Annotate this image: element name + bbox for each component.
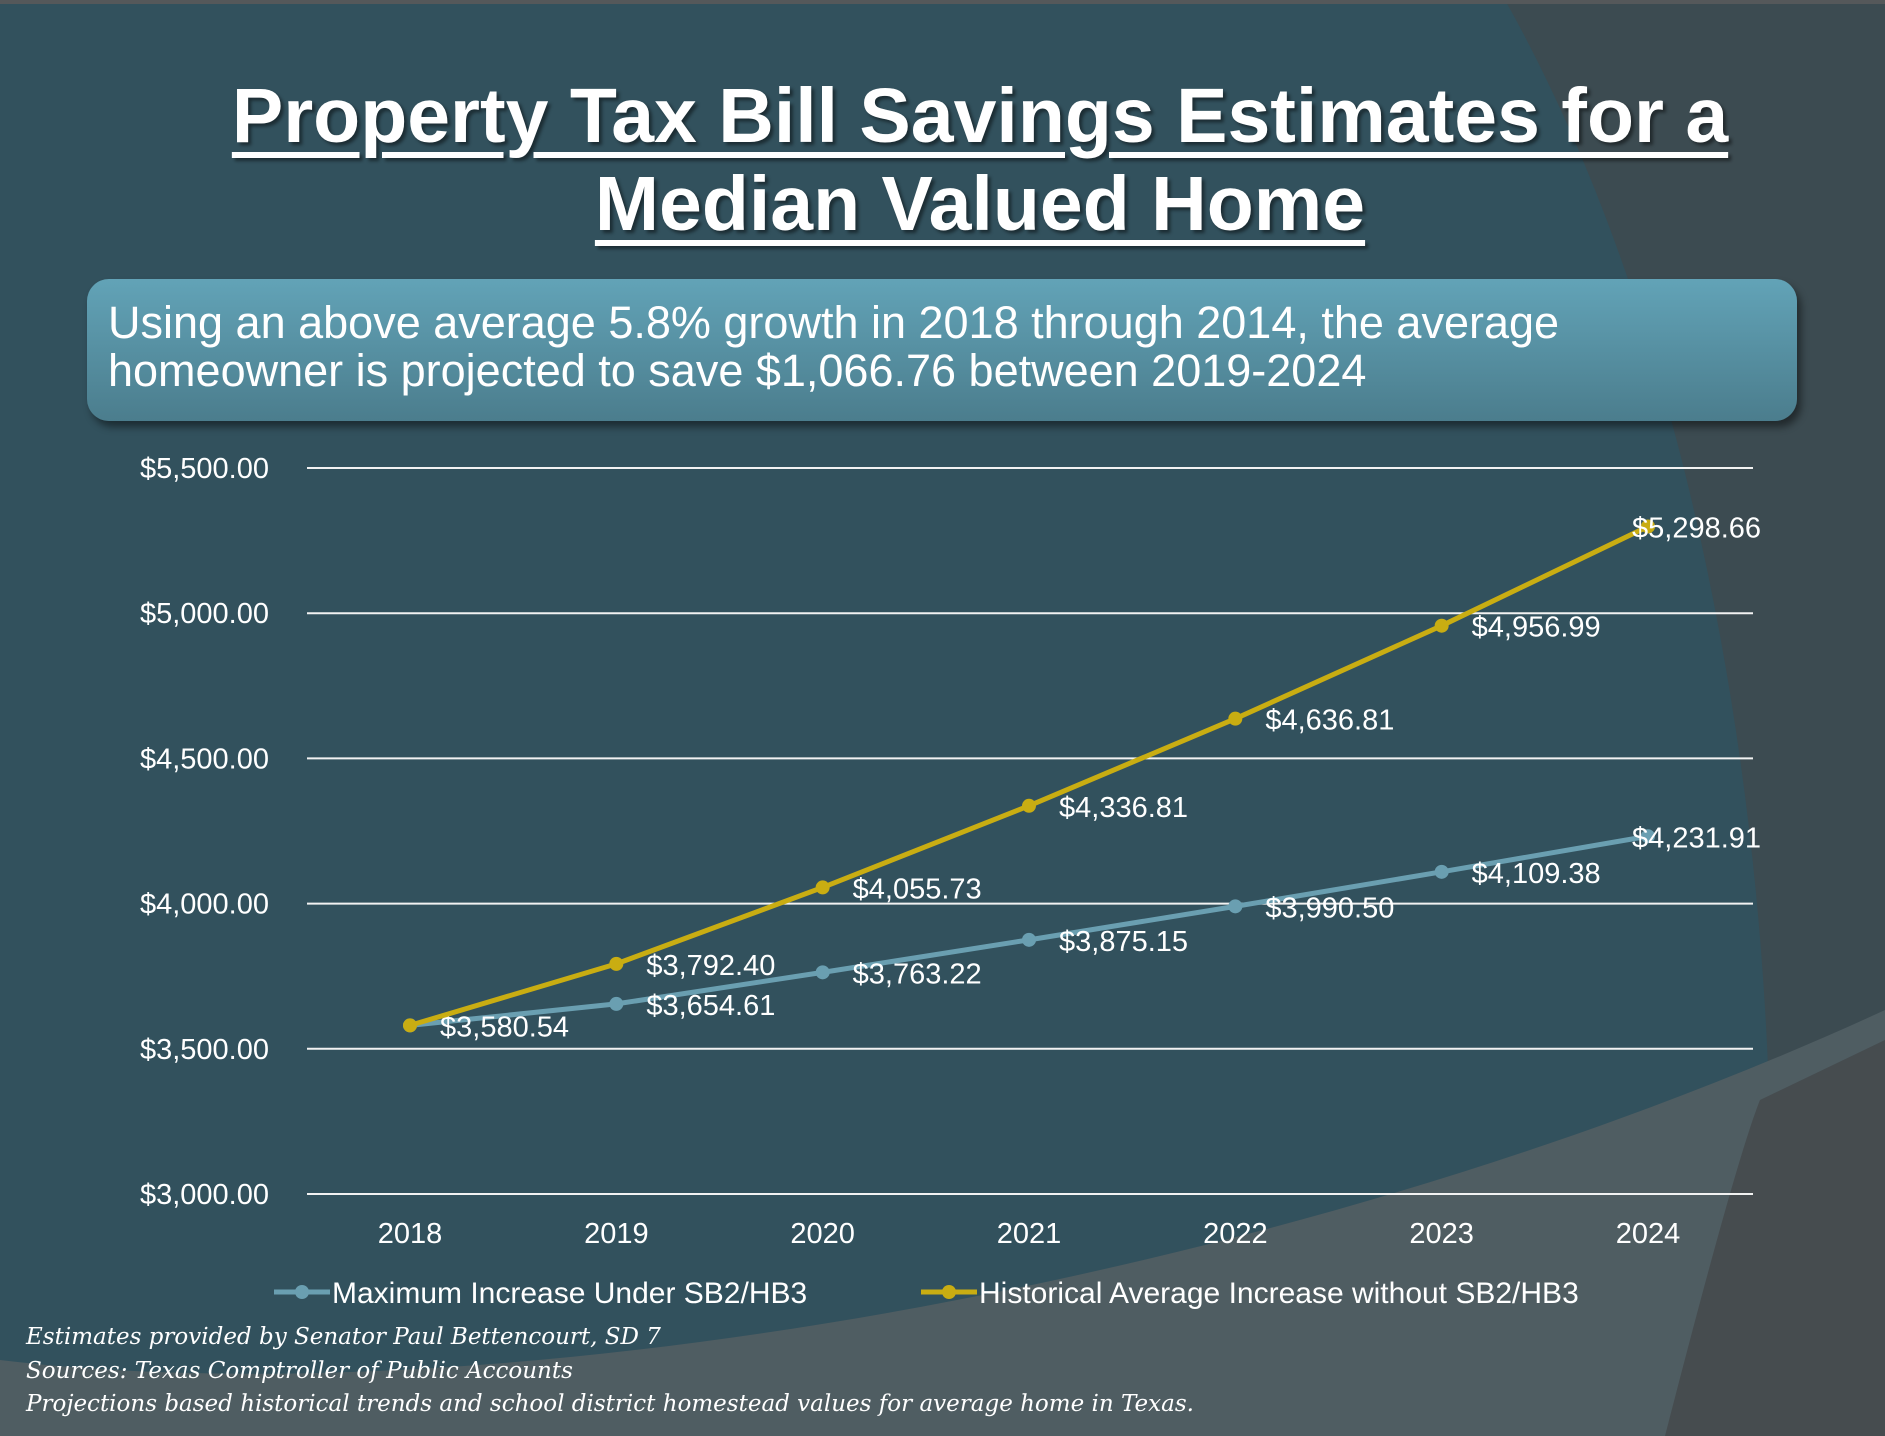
x-tick-label: 2021 xyxy=(997,1218,1062,1250)
y-tick-label: $3,500.00 xyxy=(140,1034,269,1066)
data-label: $4,055.73 xyxy=(853,873,982,905)
data-label: $5,298.66 xyxy=(1632,512,1761,544)
title-line-2: Median Valued Home xyxy=(594,161,1366,247)
legend-label: Historical Average Increase without SB2/… xyxy=(979,1277,1579,1310)
y-tick-label: $5,000.00 xyxy=(140,598,269,630)
data-label: $4,109.38 xyxy=(1472,858,1601,890)
data-point xyxy=(1641,519,1655,534)
data-point xyxy=(609,996,624,1011)
callout-box: Using an above average 5.8% growth in 20… xyxy=(87,279,1797,421)
data-point xyxy=(815,965,830,980)
series-line-0 xyxy=(409,833,1649,1028)
x-tick-label: 2023 xyxy=(1409,1218,1474,1250)
x-tick-label: 2020 xyxy=(790,1218,855,1250)
data-point xyxy=(609,956,624,971)
y-tick-label: $4,500.00 xyxy=(140,743,269,775)
footer-line-projections: Projections based historical trends and … xyxy=(26,1391,1194,1417)
x-tick-label: 2024 xyxy=(1616,1218,1681,1250)
x-tick-label: 2018 xyxy=(378,1218,443,1250)
data-point xyxy=(1434,864,1449,879)
y-tick-label: $4,000.00 xyxy=(140,889,269,921)
data-point xyxy=(1022,798,1036,813)
legend-label: Maximum Increase Under SB2/HB3 xyxy=(332,1277,807,1310)
legend-marker-1 xyxy=(942,1285,956,1299)
data-point xyxy=(1228,711,1243,726)
x-tick-label: 2019 xyxy=(584,1218,649,1250)
data-point xyxy=(815,880,830,895)
data-point xyxy=(1022,932,1036,947)
data-label: $3,580.54 xyxy=(440,1011,569,1043)
footer-line-sources: Sources: Texas Comptroller of Public Acc… xyxy=(26,1358,573,1384)
data-point xyxy=(403,1018,417,1033)
y-tick-label: $3,000.00 xyxy=(140,1179,269,1211)
data-label: $4,956.99 xyxy=(1472,612,1601,644)
title-line-1: Property Tax Bill Savings Estimates for … xyxy=(231,73,1729,159)
data-label: $4,636.81 xyxy=(1265,705,1394,737)
data-label: $3,763.22 xyxy=(853,958,982,990)
series-line-1 xyxy=(409,524,1650,1028)
y-tick-label: $5,500.00 xyxy=(140,453,269,485)
data-label: $3,792.40 xyxy=(646,950,775,982)
data-label: $4,231.91 xyxy=(1632,822,1761,854)
data-label: $3,875.15 xyxy=(1059,926,1188,958)
footer-line-estimates: Estimates provided by Senator Paul Bette… xyxy=(26,1324,661,1350)
data-label: $4,336.81 xyxy=(1059,792,1188,824)
data-point xyxy=(1434,618,1449,633)
data-point xyxy=(1228,899,1243,914)
callout-text: Using an above average 5.8% growth in 20… xyxy=(108,297,1560,396)
x-tick-label: 2022 xyxy=(1203,1218,1268,1250)
data-point xyxy=(1641,829,1655,844)
data-label: $3,654.61 xyxy=(646,990,775,1022)
legend-marker-0 xyxy=(295,1285,309,1299)
data-label: $3,990.50 xyxy=(1265,892,1394,924)
